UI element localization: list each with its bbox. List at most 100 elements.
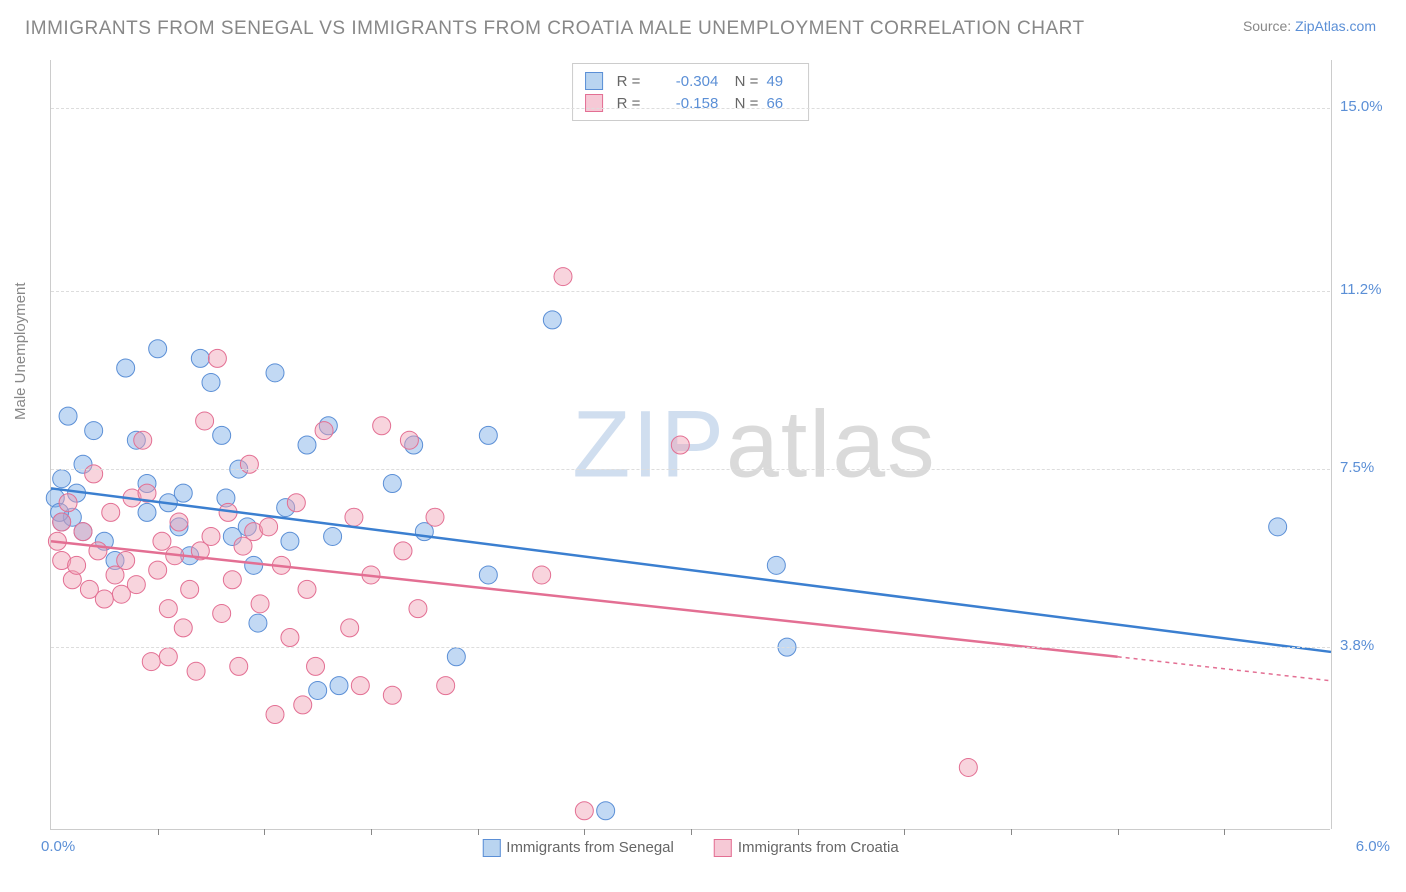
x-tick-max: 6.0%: [1356, 838, 1390, 855]
gridline: [51, 647, 1330, 648]
x-tick-mark: [1118, 829, 1119, 835]
scatter-point: [400, 431, 418, 449]
y-tick-label: 11.2%: [1340, 281, 1400, 298]
scatter-point: [437, 677, 455, 695]
scatter-point: [196, 412, 214, 430]
scatter-point: [409, 600, 427, 618]
legend-item: Immigrants from Croatia: [714, 839, 899, 857]
scatter-point: [127, 576, 145, 594]
scatter-point: [213, 426, 231, 444]
scatter-point: [159, 648, 177, 666]
scatter-point: [149, 340, 167, 358]
scatter-point: [260, 518, 278, 536]
scatter-point: [142, 653, 160, 671]
scatter-point: [383, 475, 401, 493]
scatter-point: [223, 571, 241, 589]
scatter-point: [307, 657, 325, 675]
scatter-point: [74, 523, 92, 541]
scatter-point: [281, 532, 299, 550]
scatter-point: [298, 580, 316, 598]
scatter-point: [240, 455, 258, 473]
source-link[interactable]: ZipAtlas.com: [1295, 18, 1376, 34]
legend-swatch: [585, 72, 603, 90]
scatter-point: [351, 677, 369, 695]
scatter-point: [117, 552, 135, 570]
scatter-point: [174, 484, 192, 502]
scatter-point: [59, 494, 77, 512]
y-tick-label: 15.0%: [1340, 98, 1400, 115]
scatter-point: [426, 508, 444, 526]
x-tick-mark: [371, 829, 372, 835]
scatter-point: [149, 561, 167, 579]
source-attribution: Source: ZipAtlas.com: [1243, 18, 1376, 34]
scatter-point: [294, 696, 312, 714]
gridline: [51, 108, 1330, 109]
scatter-point: [117, 359, 135, 377]
gridline: [51, 291, 1330, 292]
scatter-point: [187, 662, 205, 680]
plot-area: ZIPatlas R = -0.304 N = 49R = -0.158 N =…: [50, 60, 1330, 830]
legend-label: Immigrants from Croatia: [738, 839, 899, 856]
trend-line: [51, 488, 1331, 652]
scatter-point: [324, 527, 342, 545]
scatter-point: [373, 417, 391, 435]
x-tick-mark: [584, 829, 585, 835]
scatter-point: [251, 595, 269, 613]
scatter-point: [959, 758, 977, 776]
x-tick-mark: [1224, 829, 1225, 835]
header-row: IMMIGRANTS FROM SENEGAL VS IMMIGRANTS FR…: [0, 0, 1406, 40]
y-axis-label: Male Unemployment: [12, 282, 29, 420]
scatter-point: [202, 527, 220, 545]
x-tick-mark: [1011, 829, 1012, 835]
x-tick-min: 0.0%: [41, 838, 75, 855]
scatter-point: [170, 513, 188, 531]
scatter-point: [287, 494, 305, 512]
scatter-point: [394, 542, 412, 560]
scatter-point: [330, 677, 348, 695]
scatter-point: [447, 648, 465, 666]
scatter-point: [153, 532, 171, 550]
legend-label: Immigrants from Senegal: [506, 839, 674, 856]
legend-swatch: [585, 94, 603, 112]
scatter-point: [281, 629, 299, 647]
scatter-point: [341, 619, 359, 637]
scatter-point: [85, 465, 103, 483]
r-value: -0.304: [648, 73, 718, 90]
scatter-point: [249, 614, 267, 632]
scatter-point: [230, 657, 248, 675]
scatter-point: [1269, 518, 1287, 536]
scatter-point: [53, 513, 71, 531]
x-tick-mark: [798, 829, 799, 835]
x-tick-mark: [158, 829, 159, 835]
n-label: N =: [726, 73, 758, 90]
trend-line: [51, 541, 1118, 657]
x-tick-mark: [478, 829, 479, 835]
scatter-point: [298, 436, 316, 454]
legend-swatch: [482, 839, 500, 857]
scatter-point: [213, 604, 231, 622]
chart-title: IMMIGRANTS FROM SENEGAL VS IMMIGRANTS FR…: [25, 18, 1085, 40]
legend-item: Immigrants from Senegal: [482, 839, 674, 857]
right-axis-line: [1331, 60, 1332, 829]
scatter-point: [85, 422, 103, 440]
x-tick-mark: [264, 829, 265, 835]
scatter-point: [266, 364, 284, 382]
scatter-point: [575, 802, 593, 820]
scatter-point: [174, 619, 192, 637]
scatter-point: [208, 349, 226, 367]
scatter-point: [59, 407, 77, 425]
scatter-point: [266, 706, 284, 724]
scatter-point: [245, 556, 263, 574]
scatter-point: [68, 556, 86, 574]
scatter-point: [202, 373, 220, 391]
scatter-point: [309, 681, 327, 699]
x-tick-mark: [691, 829, 692, 835]
scatter-point: [597, 802, 615, 820]
r-label: R =: [617, 73, 641, 90]
gridline: [51, 469, 1330, 470]
legend-correlation-row: R = -0.158 N = 66: [585, 92, 797, 114]
scatter-point: [315, 422, 333, 440]
scatter-point: [191, 349, 209, 367]
scatter-point: [134, 431, 152, 449]
x-tick-mark: [904, 829, 905, 835]
